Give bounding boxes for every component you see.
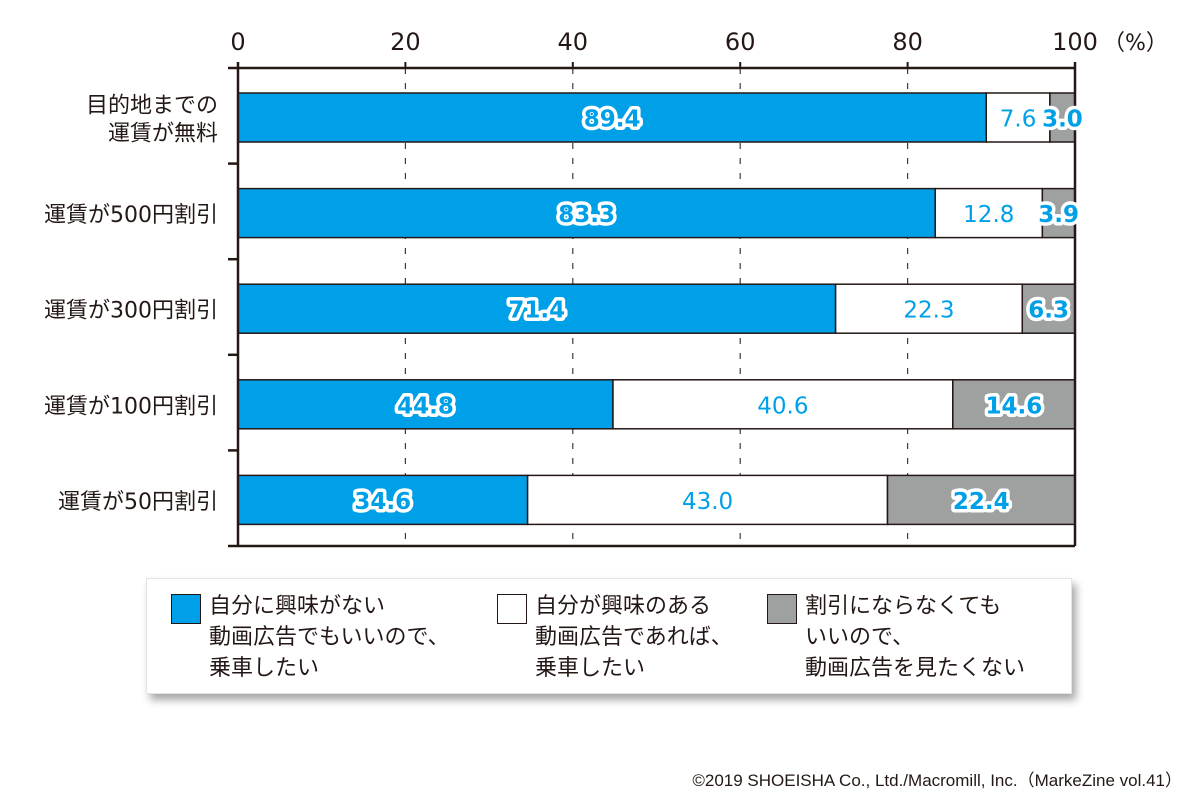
legend-line: 動画広告であれば、 (535, 625, 733, 650)
legend-swatch (767, 594, 797, 624)
data-label: 3.9 (1038, 202, 1079, 228)
bar-segment (237, 379, 614, 430)
data-label: 34.6 (354, 489, 411, 515)
grid-lines (404, 68, 909, 546)
bar-segment (237, 92, 988, 143)
bar-segment (612, 379, 954, 430)
legend: 自分に興味がない 動画広告でもいいので、 乗車したい 自分が興味のある 動画広告… (146, 578, 1072, 694)
legend-item-uninterested-ok: 自分に興味がない 動画広告でもいいので、 乗車したい (171, 591, 450, 684)
bar-segment (237, 474, 529, 526)
bar-segment (526, 474, 889, 526)
data-label: 71.4 (508, 298, 565, 324)
legend-line: いいので、 (805, 625, 915, 650)
x-tick-label: 40 (558, 28, 589, 56)
data-label: 83.3 (558, 202, 615, 228)
data-label: 14.6 (986, 393, 1043, 419)
legend-line: 動画広告でもいいので、 (209, 625, 450, 650)
legend-line: 割引にならなくても (805, 594, 1002, 619)
x-tick-label: 0 (230, 28, 245, 56)
bar-segment (934, 187, 1044, 239)
data-label: 3.0 (1042, 107, 1083, 133)
legend-label: 自分が興味のある 動画広告であれば、 乗車したい (535, 591, 733, 684)
category-label: 運賃が100円割引 (44, 394, 218, 419)
legend-line: 乗車したい (535, 656, 646, 681)
data-label: 89.4 (584, 107, 641, 133)
legend-swatch (497, 594, 527, 624)
legend-item-no-ads: 割引にならなくても いいので、 動画広告を見たくない (767, 591, 1025, 684)
category-label: 運賃が50円割引 (58, 490, 218, 515)
legend-line: 自分が興味のある (535, 594, 712, 619)
x-tick-label: 100 (1052, 28, 1098, 56)
category-label: 運賃が無料 (108, 122, 218, 147)
bar-segment (952, 379, 1076, 430)
data-label: 12.8 (963, 202, 1014, 228)
legend-label: 自分に興味がない 動画広告でもいいので、 乗車したい (209, 591, 450, 684)
category-labels: 目的地までの運賃が無料運賃が500円割引運賃が300円割引運賃が100円割引運賃… (44, 94, 218, 515)
bar-segment (985, 92, 1051, 143)
bars (237, 92, 1076, 526)
data-label: 7.6 (1000, 107, 1037, 133)
data-label: 22.3 (903, 298, 954, 324)
category-label: 運賃が500円割引 (44, 203, 218, 228)
data-label: 44.8 (397, 393, 454, 419)
data-label: 22.4 (953, 489, 1010, 515)
x-unit-label: （%） (1103, 31, 1168, 56)
bar-segment (1021, 283, 1076, 334)
bar-segment (834, 283, 1024, 334)
legend-label: 割引にならなくても いいので、 動画広告を見たくない (805, 591, 1025, 684)
bar-segment (1041, 187, 1076, 239)
legend-line: 動画広告を見たくない (805, 656, 1026, 681)
bar-segment (886, 474, 1076, 526)
data-labels: 89.4 7.6 3.0 83.3 12.8 3.9 71.4 22.3 6.3 44.8 40.6… (351, 103, 1086, 518)
data-label: 6.3 (1028, 298, 1069, 324)
x-tick-label: 80 (892, 28, 923, 56)
legend-swatch (171, 594, 201, 624)
data-label: 43.0 (682, 489, 733, 515)
x-tick-label: 60 (725, 28, 756, 56)
legend-line: 乗車したい (209, 656, 320, 681)
category-label: 運賃が300円割引 (44, 299, 218, 324)
x-tick-label: 20 (390, 28, 421, 56)
legend-item-interested-only: 自分が興味のある 動画広告であれば、 乗車したい (497, 591, 733, 684)
data-label: 40.6 (757, 393, 808, 419)
axes (228, 62, 1077, 548)
copyright: ©2019 SHOEISHA Co., Ltd./Macromill, Inc.… (692, 771, 1182, 790)
category-label: 目的地までの (86, 94, 218, 119)
legend-line: 自分に興味がない (209, 594, 386, 619)
tick-labels: 0 20 40 60 80 100 （%） (230, 28, 1168, 56)
